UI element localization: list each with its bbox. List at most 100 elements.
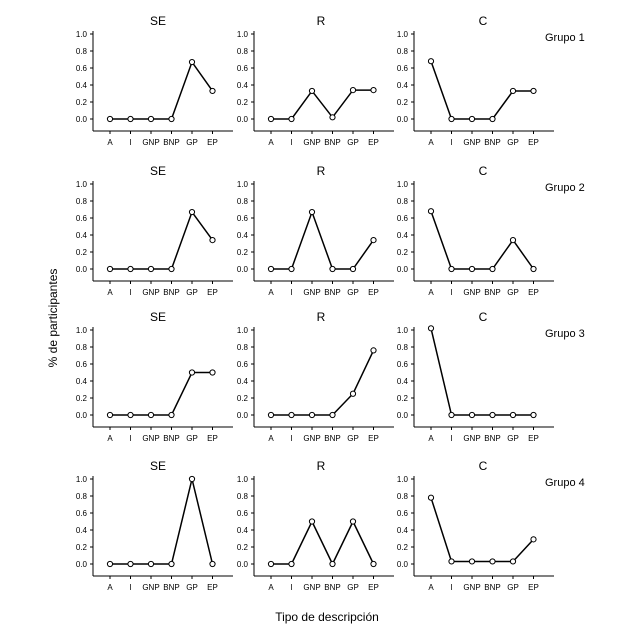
data-point: [468, 558, 476, 565]
group-label: Grupo 1: [545, 32, 585, 44]
y-tick-label: 0.4: [76, 231, 88, 240]
y-tick-label: 0.0: [237, 560, 249, 569]
data-point: [209, 87, 216, 95]
data-point: [267, 265, 275, 273]
panel-title: R: [317, 14, 326, 28]
data-point: [509, 87, 517, 95]
x-tick-label: I: [450, 434, 452, 443]
panel-title: SE: [150, 310, 166, 324]
x-tick-label: BNP: [163, 434, 179, 443]
y-tick-label: 0.6: [76, 360, 88, 369]
y-tick-label: 0.6: [397, 360, 409, 369]
x-tick-label: GP: [507, 288, 519, 297]
y-tick-label: 0.0: [397, 411, 409, 420]
y-tick-label: 0.2: [237, 98, 249, 107]
data-point: [267, 411, 275, 419]
y-tick-label: 0.6: [237, 64, 249, 73]
y-tick-label: 0.6: [397, 64, 409, 73]
series-line: [110, 60, 214, 120]
x-tick-label: GP: [186, 288, 198, 297]
panel-title: R: [317, 164, 326, 178]
x-tick-label: A: [107, 434, 113, 443]
chart-panel: SE Grupo 3 0.0 0.2 0.4 0.6 0.8 1.0 A I GNP BNP GP EP: [76, 310, 585, 443]
data-point: [530, 87, 537, 95]
x-tick-label: BNP: [324, 138, 340, 147]
data-point: [427, 325, 435, 332]
data-point: [509, 558, 517, 565]
chart-panel: C 0.0 0.2 0.4 0.6 0.8 1.0 A I GNP BNP GP EP: [397, 310, 554, 443]
data-point: [530, 265, 537, 273]
x-tick-label: BNP: [163, 138, 179, 147]
y-tick-label: 1.0: [76, 475, 88, 484]
y-tick-label: 1.0: [237, 30, 249, 39]
x-tick-label: BNP: [324, 434, 340, 443]
x-tick-label: BNP: [163, 288, 179, 297]
data-point: [427, 494, 435, 501]
x-tick-label: EP: [368, 138, 379, 147]
chart-panel: C 0.0 0.2 0.4 0.6 0.8 1.0 A I GNP BNP GP EP: [397, 459, 554, 592]
data-point: [106, 115, 114, 123]
y-tick-label: 0.6: [397, 214, 409, 223]
y-tick-label: 0.6: [76, 64, 88, 73]
chart-panel: SE Grupo 1 0.0 0.2 0.4 0.6 0.8 1.0 A I GNP BNP GP EP: [76, 14, 585, 147]
series-line: [430, 210, 535, 270]
data-point: [106, 265, 114, 273]
y-tick-label: 0.6: [237, 360, 249, 369]
y-tick-label: 0.8: [76, 343, 88, 352]
data-point: [448, 411, 455, 419]
panel-title: SE: [150, 14, 166, 28]
series-line: [271, 350, 375, 416]
group-label: Grupo 2: [545, 182, 585, 194]
data-point: [509, 237, 517, 244]
data-point: [530, 536, 537, 543]
y-tick-label: 0.6: [397, 509, 409, 518]
data-point: [188, 208, 196, 216]
x-tick-label: GNP: [142, 138, 159, 147]
panel-title: C: [479, 459, 488, 473]
y-tick-label: 0.8: [76, 47, 88, 56]
x-tick-label: I: [290, 434, 292, 443]
y-tick-label: 0.4: [397, 377, 409, 386]
x-tick-label: GP: [347, 583, 359, 592]
data-point: [370, 87, 377, 94]
x-tick-label: EP: [528, 288, 539, 297]
y-tick-label: 0.2: [76, 394, 88, 403]
series-line: [430, 497, 535, 563]
y-tick-label: 0.0: [76, 265, 88, 274]
data-point: [168, 115, 175, 123]
x-tick-label: EP: [528, 138, 539, 147]
chart-panel: R 0.0 0.2 0.4 0.6 0.8 1.0 A I GNP BNP GP EP: [237, 310, 394, 443]
data-point: [267, 115, 275, 123]
series-line: [271, 209, 375, 270]
data-point: [349, 390, 357, 397]
x-tick-label: A: [268, 583, 274, 592]
x-tick-label: A: [428, 583, 434, 592]
y-tick-label: 0.2: [397, 98, 409, 107]
data-point: [329, 560, 336, 568]
chart-panel: SE Grupo 4 0.0 0.2 0.4 0.6 0.8 1.0 A I GNP BNP GP EP: [76, 459, 585, 592]
panel-title: SE: [150, 459, 166, 473]
series-line: [430, 60, 534, 120]
data-point: [448, 558, 455, 565]
y-tick-label: 0.0: [76, 115, 88, 124]
data-point: [127, 265, 134, 273]
y-tick-label: 0.0: [397, 115, 409, 124]
data-point: [489, 265, 496, 273]
data-point: [489, 411, 496, 419]
x-tick-label: EP: [207, 288, 218, 297]
data-point: [288, 115, 295, 123]
x-tick-label: BNP: [484, 434, 500, 443]
series-line: [430, 328, 534, 416]
x-tick-label: EP: [207, 434, 218, 443]
y-tick-label: 0.4: [76, 377, 88, 386]
data-point: [127, 411, 134, 419]
x-tick-label: A: [107, 138, 113, 147]
x-tick-label: GP: [186, 583, 198, 592]
y-tick-label: 0.0: [76, 411, 88, 420]
data-point: [106, 411, 114, 419]
y-tick-label: 0.8: [397, 492, 409, 501]
y-tick-label: 0.8: [237, 343, 249, 352]
x-tick-label: GP: [347, 288, 359, 297]
data-point: [427, 208, 435, 215]
data-point: [468, 265, 476, 273]
